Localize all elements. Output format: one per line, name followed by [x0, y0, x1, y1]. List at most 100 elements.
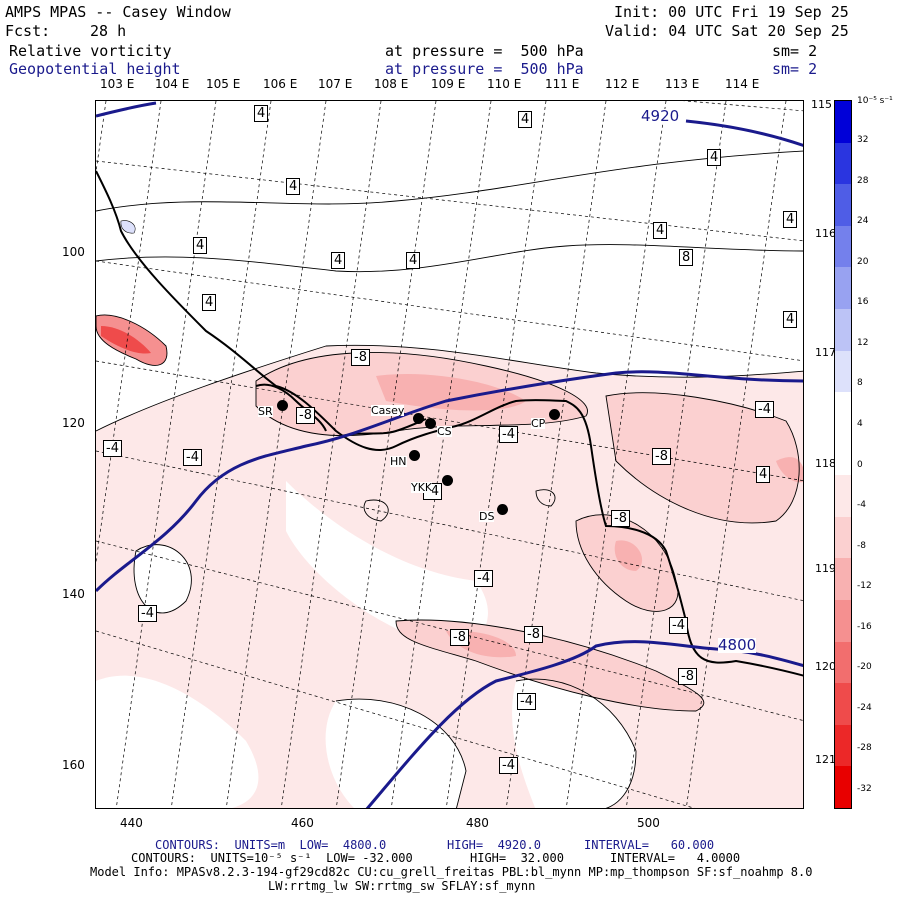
field2-name: Geopotential height [9, 60, 181, 78]
vorticity-label: 4 [653, 222, 668, 239]
colorbar-segment [835, 433, 851, 476]
colorbar-tick-label: -28 [857, 743, 872, 754]
colorbar-segment [835, 475, 851, 518]
lon-label: 107 E [318, 77, 353, 91]
lat-label: 115 E [811, 98, 843, 111]
vorticity-label: 4 [202, 294, 217, 311]
vorticity-label: -4 [499, 426, 518, 443]
plot-title: AMPS MPAS -- Casey Window [5, 3, 231, 21]
vorticity-label: 4 [193, 237, 208, 254]
colorbar-segment [835, 516, 851, 559]
colorbar-tick-label: 24 [857, 216, 869, 227]
lat-label: 117 E [815, 346, 847, 359]
lon-label: 113 E [665, 77, 700, 91]
vorticity-label: 4 [406, 252, 421, 269]
colorbar-segment [835, 142, 851, 185]
colorbar-tick-label: 12 [857, 337, 869, 348]
field2-level: at pressure = 500 hPa [385, 60, 584, 78]
colorbar-tick-label: -32 [857, 784, 872, 794]
station-label: Casey [371, 404, 405, 417]
vorticity-label: -4 [183, 449, 202, 466]
lat-label: 121 E [815, 753, 847, 766]
lat-lon-grid [96, 101, 803, 808]
valid-time: Valid: 04 UTC Sat 20 Sep 25 [605, 22, 849, 40]
x-tick-label: 500 [637, 816, 660, 830]
vorticity-label: -8 [678, 668, 697, 685]
vorticity-label: -8 [450, 629, 469, 646]
station-label: DS [479, 510, 495, 523]
x-tick-label: 480 [466, 816, 489, 830]
init-time: Init: 00 UTC Fri 19 Sep 25 [614, 3, 849, 21]
vorticity-contour-interval: INTERVAL= 4.0000 [610, 851, 741, 865]
vorticity-label: 4 [756, 466, 771, 483]
colorbar-tick-label: -20 [857, 662, 872, 673]
lon-label: 109 E [431, 77, 466, 91]
station-label: HN [390, 455, 407, 468]
vorticity-label: 4 [518, 111, 533, 128]
vorticity-label: -4 [103, 440, 122, 457]
colorbar-segment [835, 184, 851, 227]
forecast-label: Fcst: [5, 22, 51, 40]
vorticity-label: -4 [755, 401, 774, 418]
station-marker [497, 504, 508, 515]
field2-smoothing: sm= 2 [772, 60, 818, 78]
station-marker [425, 418, 436, 429]
colorbar-segment [835, 641, 851, 684]
vorticity-contour-high: HIGH= 32.000 [470, 851, 564, 865]
station-label: CP [531, 417, 546, 430]
colorbar-segment [835, 683, 851, 726]
lat-label: 119 E [815, 562, 847, 575]
vorticity-label: -8 [524, 626, 543, 643]
y-tick-label: 160 [62, 758, 85, 772]
lon-label: 103 E [100, 77, 135, 91]
lat-label: 118 E [815, 457, 847, 470]
lon-label: 105 E [206, 77, 241, 91]
height-contour-high: HIGH= 4920.0 [447, 838, 541, 852]
vorticity-label: -4 [474, 570, 493, 587]
y-tick-label: 120 [62, 416, 85, 430]
station-label: YKK [411, 481, 433, 494]
height-contour-interval: INTERVAL= 60.000 [584, 838, 715, 852]
vorticity-label: 4 [254, 105, 269, 122]
colorbar-tick-label: -8 [857, 540, 866, 551]
station-marker [549, 409, 560, 420]
colorbar-segment [835, 600, 851, 643]
vorticity-label: 4 [286, 178, 301, 195]
vorticity-shading [96, 101, 803, 808]
model-info: Model Info: MPASv8.2.3-194-gf29cd82c CU:… [90, 865, 813, 879]
lon-label: 104 E [155, 77, 190, 91]
colorbar-segment [835, 350, 851, 393]
station-label: SR [258, 405, 273, 418]
forecast-hours: 28 h [90, 22, 127, 40]
colorbar-segment [835, 724, 851, 767]
positive-vorticity-spot [120, 220, 136, 234]
station-marker [442, 475, 453, 486]
vorticity-label: -8 [351, 349, 370, 366]
lon-label: 110 E [487, 77, 522, 91]
vorticity-label: -4 [517, 693, 536, 710]
colorbar-tick-label: -12 [857, 581, 872, 592]
vorticity-label: -4 [669, 617, 688, 634]
vorticity-label: 4 [783, 211, 798, 228]
map-canvas [96, 101, 803, 808]
geopotential-label: 4800 [718, 636, 757, 654]
colorbar-tick-label: 4 [857, 418, 863, 429]
lon-label: 111 E [545, 77, 580, 91]
colorbar-segment [835, 308, 851, 351]
vorticity-label: -8 [296, 407, 315, 424]
lon-label: 106 E [263, 77, 298, 91]
colorbar-segment [835, 558, 851, 601]
geopotential-label: 4920 [641, 107, 680, 125]
vorticity-contour-info: CONTOURS: UNITS=10⁻⁵ s⁻¹ LOW= -32.000 [131, 851, 413, 865]
lon-label: 114 E [725, 77, 760, 91]
colorbar-tick-label: 32 [857, 135, 869, 145]
colorbar-segment [835, 392, 851, 435]
lat-label: 120 E [815, 660, 847, 673]
colorbar-segment [835, 225, 851, 268]
station-label: CS [437, 425, 452, 438]
vorticity-label: 4 [707, 149, 722, 166]
vorticity-label: 4 [331, 252, 346, 269]
colorbar-units: 10⁻⁵ s⁻¹ [857, 96, 893, 106]
y-tick-label: 140 [62, 587, 85, 601]
colorbar-tick-label: 8 [857, 378, 863, 389]
